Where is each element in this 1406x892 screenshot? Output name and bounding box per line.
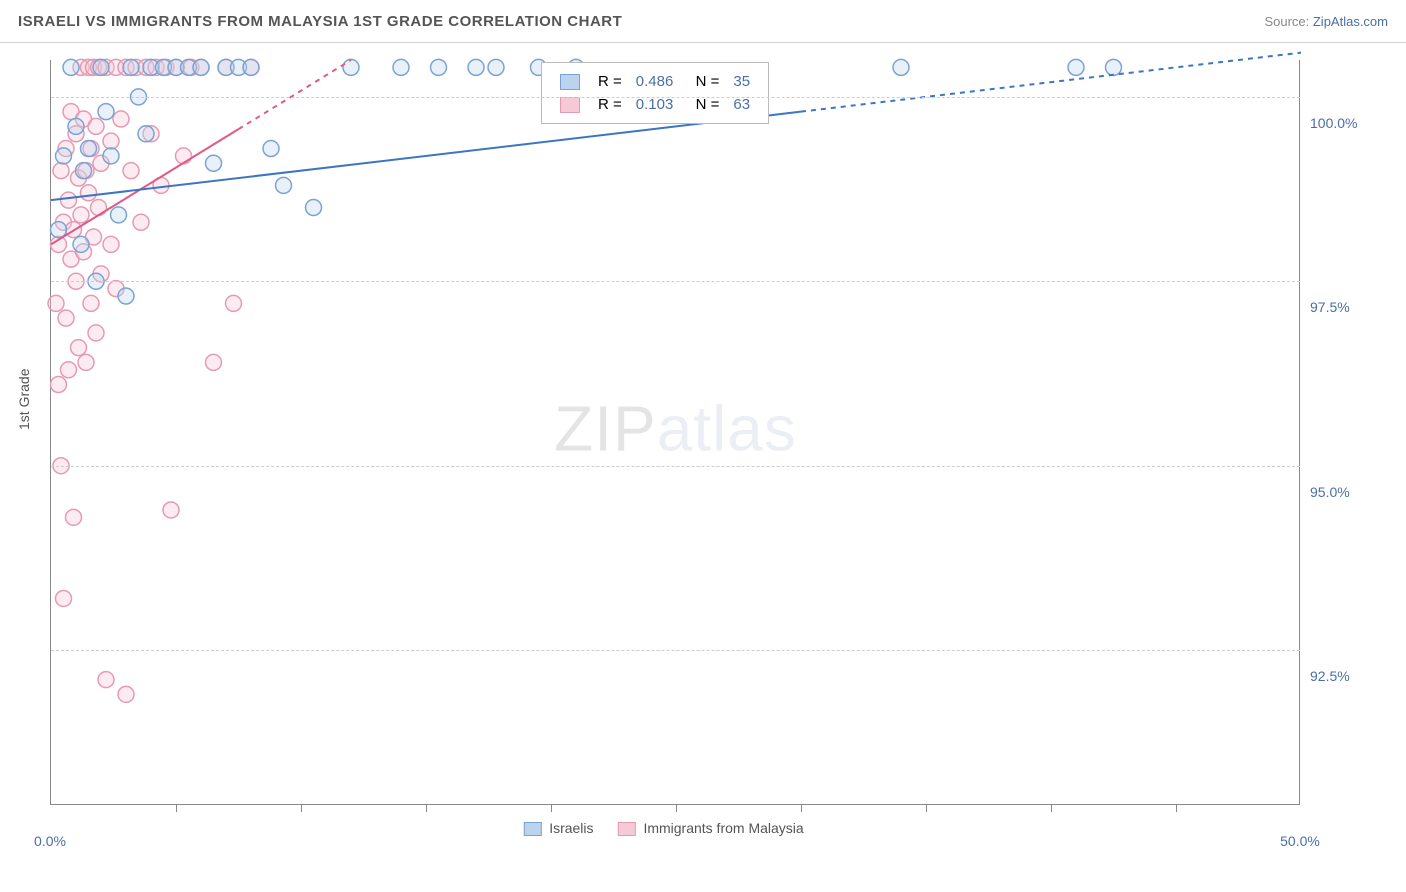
series-legend: Israelis Immigrants from Malaysia [523,820,827,836]
scatter-point [206,155,222,171]
scatter-point [88,118,104,134]
y-axis-title: 1st Grade [16,369,32,430]
legend-item: Immigrants from Malaysia [618,820,804,836]
y-tick-label: 95.0% [1310,484,1390,500]
scatter-point [71,340,87,356]
chart-title: ISRAELI VS IMMIGRANTS FROM MALAYSIA 1ST … [18,13,622,30]
scatter-point [111,207,127,223]
scatter-point [68,118,84,134]
scatter-point [133,214,149,230]
n-value: 35 [727,71,756,92]
scatter-point [163,502,179,518]
scatter-point [73,236,89,252]
scatter-point [488,59,504,75]
scatter-point [103,236,119,252]
scatter-point [103,133,119,149]
scatter-point [58,310,74,326]
scatter-point [193,59,209,75]
x-tick [801,804,802,812]
scatter-point [306,200,322,216]
x-tick-label: 50.0% [1280,833,1320,849]
scatter-point [893,59,909,75]
legend-swatch [560,97,580,113]
scatter-point [61,192,77,208]
scatter-point [1106,59,1122,75]
scatter-point [98,104,114,120]
scatter-point [393,59,409,75]
r-label: R = [592,71,628,92]
scatter-point [78,354,94,370]
scatter-point [98,672,114,688]
y-tick-label: 92.5% [1310,668,1390,684]
scatter-point [81,141,97,157]
n-label: N = [681,71,725,92]
scatter-point [123,59,139,75]
scatter-point [61,362,77,378]
source-link[interactable]: ZipAtlas.com [1313,14,1388,29]
x-tick [926,804,927,812]
scatter-point [93,59,109,75]
correlation-table: R =0.486 N =35R =0.103 N =63 [552,69,758,117]
correlation-row: R =0.486 N =35 [554,71,756,92]
scatter-point [81,185,97,201]
scatter-point [63,59,79,75]
gridline [51,466,1300,467]
scatter-point [226,295,242,311]
gridline [51,650,1300,651]
y-tick-label: 97.5% [1310,299,1390,315]
scatter-point [113,111,129,127]
gridline [51,97,1300,98]
scatter-point [343,59,359,75]
r-value: 0.486 [630,71,680,92]
scatter-point [263,141,279,157]
scatter-point [123,163,139,179]
x-tick [176,804,177,812]
trend-line [51,112,801,201]
scatter-point [91,200,107,216]
x-tick-label: 0.0% [34,833,66,849]
chart-plot-area: ZIPatlas R =0.486 N =35R =0.103 N =63 Is… [50,60,1300,805]
legend-swatch [618,822,636,836]
scatter-point [83,295,99,311]
x-tick [301,804,302,812]
scatter-point [118,686,134,702]
scatter-svg [51,60,1300,804]
chart-header: ISRAELI VS IMMIGRANTS FROM MALAYSIA 1ST … [0,0,1406,43]
x-tick [1051,804,1052,812]
scatter-point [138,126,154,142]
scatter-point [53,163,69,179]
scatter-point [48,295,64,311]
scatter-point [73,207,89,223]
scatter-point [276,177,292,193]
scatter-point [88,325,104,341]
trend-line [801,53,1301,112]
legend-label: Israelis [549,820,593,836]
scatter-point [56,590,72,606]
scatter-point [243,59,259,75]
scatter-point [206,354,222,370]
scatter-point [468,59,484,75]
scatter-point [176,148,192,164]
scatter-point [66,509,82,525]
scatter-point [51,377,67,393]
legend-swatch [560,74,580,90]
gridline [51,281,1300,282]
correlation-legend: R =0.486 N =35R =0.103 N =63 [541,62,769,124]
scatter-point [56,148,72,164]
scatter-point [103,148,119,164]
x-tick [551,804,552,812]
x-tick [676,804,677,812]
legend-swatch [523,822,541,836]
x-tick [426,804,427,812]
legend-label: Immigrants from Malaysia [643,820,803,836]
scatter-point [1068,59,1084,75]
x-tick [1176,804,1177,812]
legend-item: Israelis [523,820,593,836]
y-tick-label: 100.0% [1310,115,1390,131]
scatter-point [431,59,447,75]
scatter-point [118,288,134,304]
scatter-point [76,163,92,179]
source-label: Source: ZipAtlas.com [1264,14,1388,29]
